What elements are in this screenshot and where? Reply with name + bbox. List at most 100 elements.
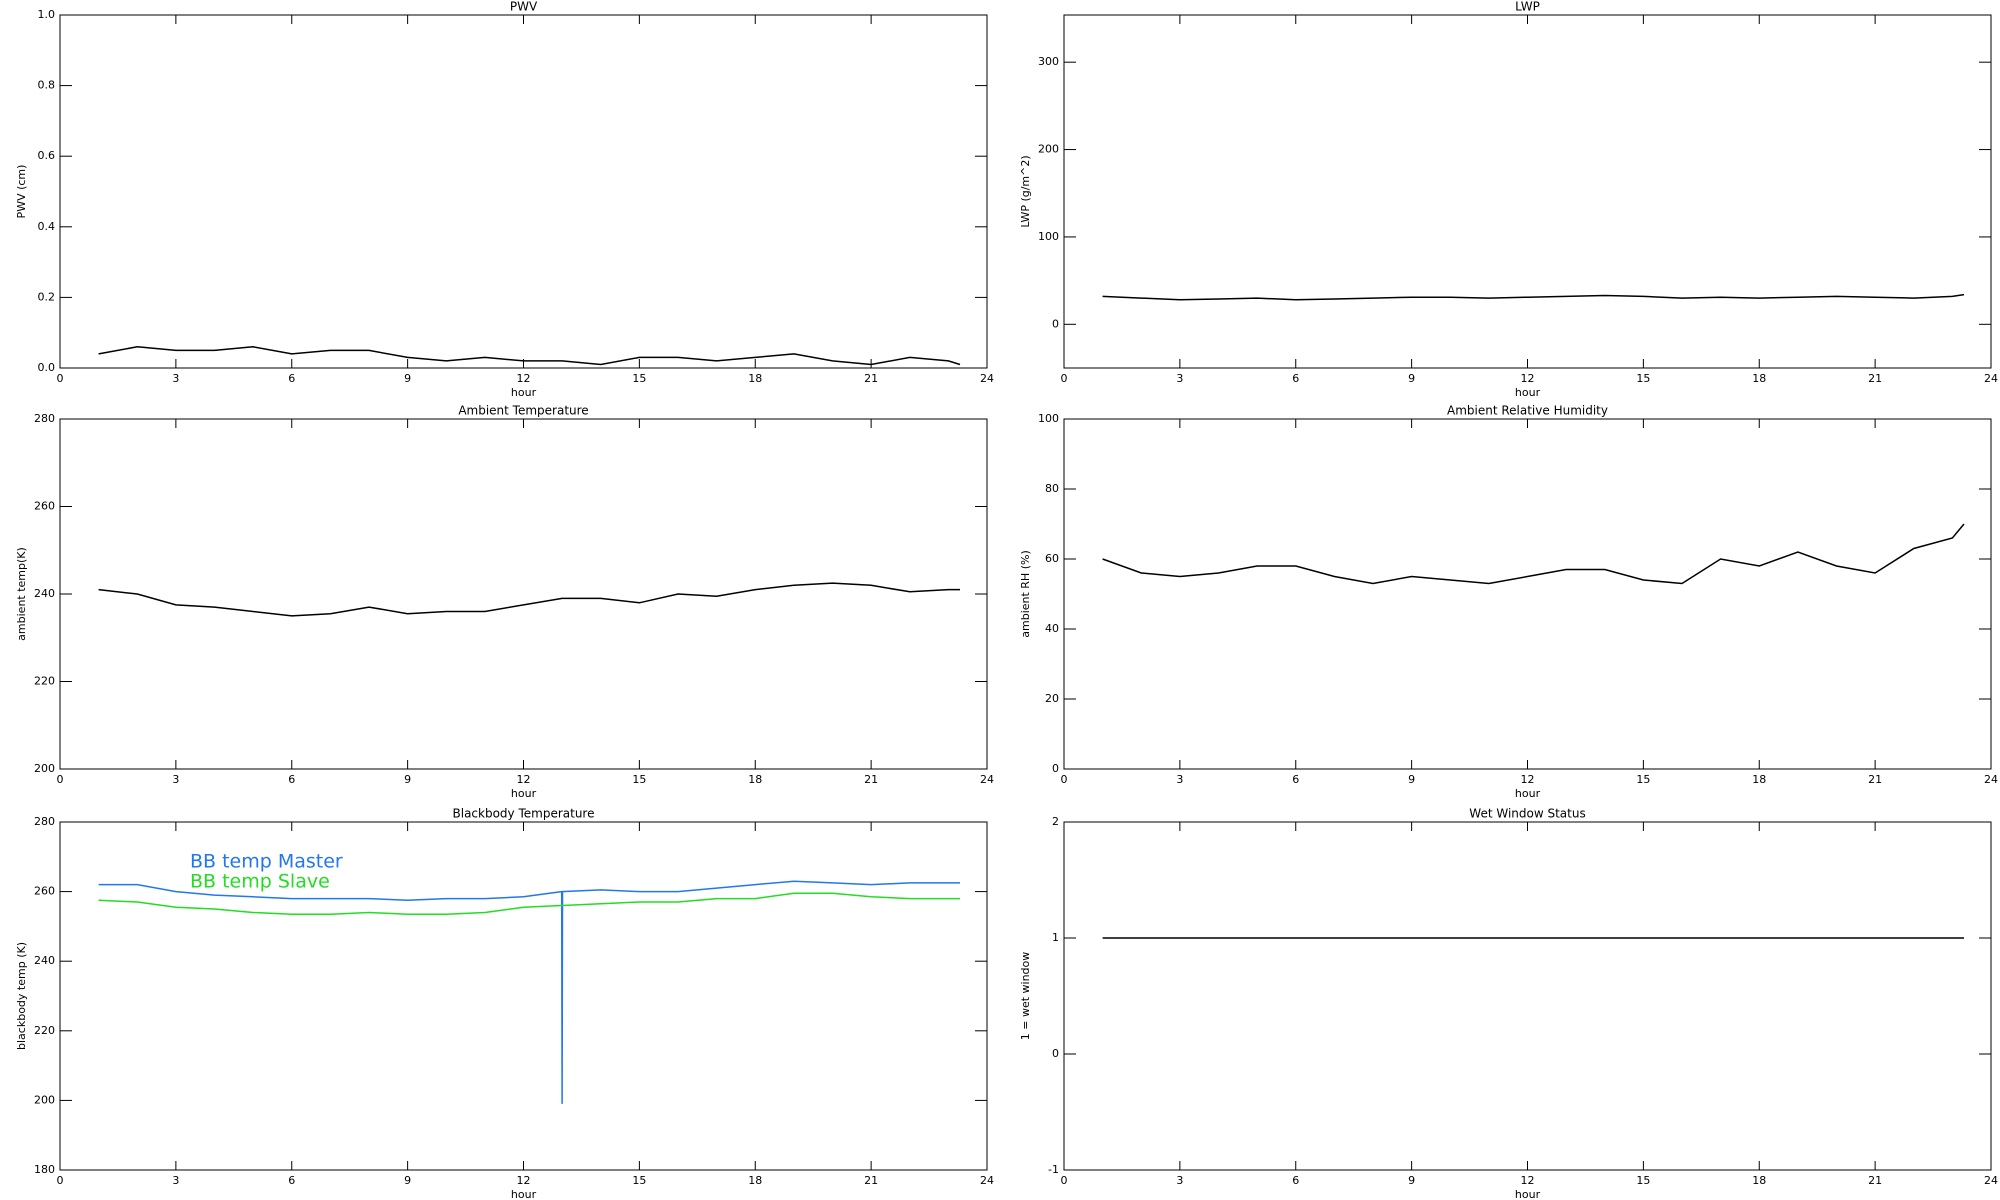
y-tick-label: 0.6 [38,149,56,162]
y-tick-label: 200 [1038,143,1059,156]
chart-title: Ambient Relative Humidity [1447,404,1608,418]
x-tick-label: 9 [404,372,411,385]
x-tick-label: 18 [748,372,762,385]
y-tick-label: 1.0 [38,8,56,21]
y-tick-label: 100 [1038,412,1059,425]
x-tick-label: 24 [1984,372,1998,385]
x-tick-label: 21 [1868,773,1882,786]
data-line [98,892,960,915]
x-tick-label: 21 [1868,372,1882,385]
x-tick-label: 18 [1752,372,1766,385]
x-tick-label: 3 [1176,1174,1183,1187]
legend-label: BB temp Slave [190,871,330,893]
legend-label: BB temp Master [190,851,343,873]
x-tick-label: 0 [57,773,64,786]
x-tick-label: 9 [404,1174,411,1187]
data-line [98,346,961,366]
y-tick-label: 0.8 [38,79,56,92]
y-tick-label: 0 [1052,317,1059,330]
x-tick-label: 15 [632,1174,646,1187]
y-tick-label: 0.2 [38,290,56,303]
x-tick-label: 21 [1868,1174,1882,1187]
y-tick-label: 300 [1038,55,1059,68]
y-tick-label: 280 [34,815,55,828]
y-tick-label: 180 [34,1163,55,1176]
plot-frame [59,14,988,369]
data-line [98,880,960,1104]
x-tick-label: 6 [1292,372,1299,385]
x-tick-label: 3 [172,1174,179,1187]
y-tick-label: 220 [34,675,55,688]
y-axis-label: LWP (g/m^2) [1019,155,1032,227]
x-axis-label: hour [511,386,537,399]
data-line [1102,523,1965,585]
y-tick-label: 260 [34,885,55,898]
chart-title: Ambient Temperature [458,404,588,418]
x-tick-label: 0 [57,1174,64,1187]
x-tick-label: 12 [517,1174,531,1187]
y-tick-label: 240 [34,954,55,967]
x-axis-label: hour [1515,1188,1541,1200]
x-tick-label: 24 [1984,1174,1998,1187]
x-tick-label: 6 [1292,1174,1299,1187]
x-tick-label: 12 [517,773,531,786]
y-tick-label: 0.4 [38,220,56,233]
x-tick-label: 24 [980,1174,994,1187]
data-line [98,582,960,617]
x-tick-label: 24 [980,372,994,385]
x-tick-label: 9 [404,773,411,786]
x-tick-label: 0 [1061,372,1068,385]
x-tick-label: 6 [288,773,295,786]
x-tick-label: 18 [748,1174,762,1187]
data-line [1102,293,1965,301]
x-tick-label: 6 [1292,773,1299,786]
y-tick-label: 2 [1052,815,1059,828]
y-tick-label: -1 [1048,1163,1059,1176]
plot-frame [1063,14,1992,369]
x-tick-label: 15 [1636,773,1650,786]
x-tick-label: 18 [1752,773,1766,786]
x-tick-label: 9 [1408,773,1415,786]
y-tick-label: 200 [34,1093,55,1106]
x-tick-label: 21 [864,1174,878,1187]
x-tick-label: 21 [864,372,878,385]
y-tick-label: 280 [34,412,55,425]
plot-frame [1063,418,1992,770]
x-tick-label: 15 [632,773,646,786]
x-tick-label: 6 [288,1174,295,1187]
x-tick-label: 24 [1984,773,1998,786]
y-tick-label: 260 [34,500,55,513]
chart-title: Blackbody Temperature [453,807,595,821]
y-tick-label: 0 [1052,762,1059,775]
y-tick-label: 200 [34,762,55,775]
x-tick-label: 12 [1521,773,1535,786]
x-tick-label: 18 [1752,1174,1766,1187]
y-tick-label: 60 [1045,552,1059,565]
x-tick-label: 24 [980,773,994,786]
x-axis-label: hour [511,1188,537,1200]
y-tick-label: 40 [1045,622,1059,635]
x-tick-label: 3 [1176,773,1183,786]
y-tick-label: 220 [34,1024,55,1037]
x-tick-label: 0 [57,372,64,385]
y-tick-label: 0 [1052,1047,1059,1060]
x-tick-label: 0 [1061,773,1068,786]
x-tick-label: 21 [864,773,878,786]
y-tick-label: 0.0 [38,361,56,374]
x-tick-label: 15 [1636,372,1650,385]
x-tick-label: 15 [1636,1174,1650,1187]
x-axis-label: hour [1515,386,1541,399]
y-tick-label: 240 [34,587,55,600]
x-tick-label: 6 [288,372,295,385]
plot-frame [1063,821,1992,1171]
y-axis-label: PWV (cm) [15,165,28,219]
x-tick-label: 12 [1521,1174,1535,1187]
chart-title: LWP [1515,0,1540,14]
y-tick-label: 1 [1052,931,1059,944]
x-tick-label: 9 [1408,1174,1415,1187]
y-axis-label: ambient RH (%) [1019,550,1032,638]
x-tick-label: 9 [1408,372,1415,385]
y-axis-label: blackbody temp (K) [15,942,28,1050]
